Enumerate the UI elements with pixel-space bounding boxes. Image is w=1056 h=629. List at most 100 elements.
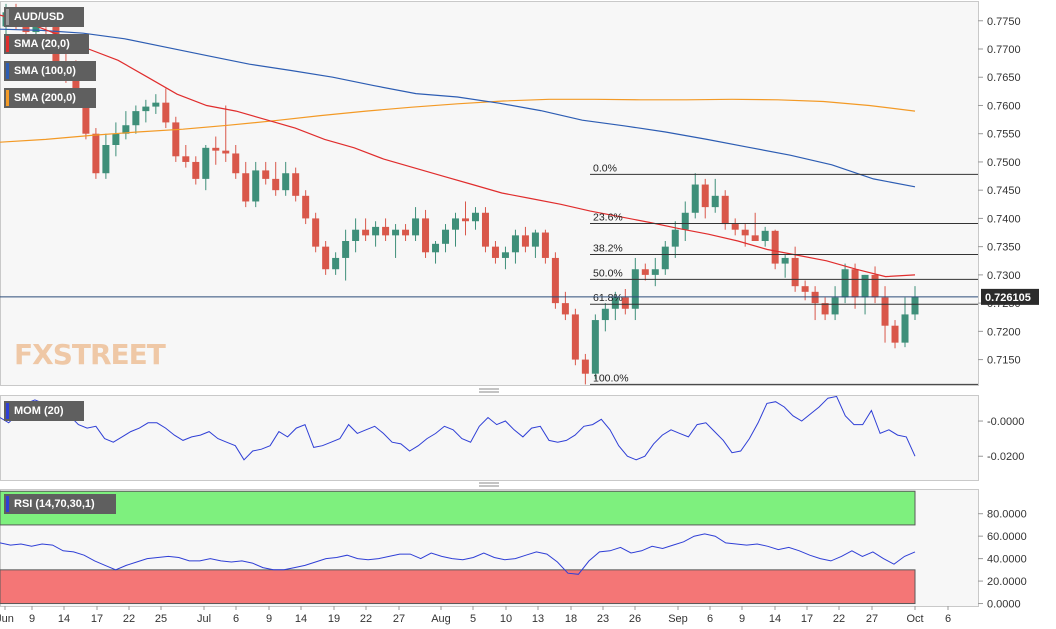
x-tick-label: Sep <box>668 613 688 625</box>
candle-body <box>721 195 729 225</box>
candle-body <box>621 297 629 309</box>
x-tick-label: Jul <box>197 613 211 625</box>
candle-body <box>701 184 709 208</box>
legend-symbol[interactable]: AUD/USD <box>4 7 84 27</box>
x-tick-label: 14 <box>769 613 781 625</box>
x-tick-label: 13 <box>532 613 544 625</box>
candle-body <box>801 286 809 292</box>
sma100-line <box>0 28 916 188</box>
candle-body <box>861 274 869 298</box>
candle-body <box>491 246 499 258</box>
candle-body <box>232 153 240 174</box>
fxstreet-watermark: FXSTREET <box>14 338 166 371</box>
candle-body <box>262 170 270 179</box>
x-tick-label: 22 <box>833 613 845 625</box>
candle-body <box>911 296 919 315</box>
legend-mom-text: MOM (20) <box>14 405 64 417</box>
y-tick-label: -0.0200 <box>987 451 1024 463</box>
y-tick-label: 0.7700 <box>987 44 1021 56</box>
momentum-line <box>0 395 916 461</box>
x-tick-label: 6 <box>945 613 951 625</box>
candle-body <box>282 173 290 191</box>
candle-body <box>671 229 679 247</box>
x-tick-label: 9 <box>29 613 35 625</box>
y-tick-label: 0.7450 <box>987 185 1021 197</box>
x-tick-label: Oct <box>906 613 923 625</box>
rsi-panel: 0.0000 20.0000 40.0000 60.0000 80.0000 <box>0 489 1027 611</box>
x-tick-label: 5 <box>470 613 476 625</box>
y-tick-label: 0.7350 <box>987 242 1021 254</box>
candle-body <box>152 102 160 107</box>
y-tick-label: 20.0000 <box>987 576 1027 588</box>
y-tick-label: 0.7500 <box>987 157 1021 169</box>
candle-body <box>561 303 569 315</box>
symbol-swatch <box>6 9 9 25</box>
candle-body <box>761 230 769 241</box>
sma20-swatch <box>6 36 9 52</box>
y-tick-label: 0.7150 <box>987 355 1021 367</box>
candle-body <box>681 212 689 230</box>
legend-sma20-text: SMA (20,0) <box>14 38 70 50</box>
legend-sma100[interactable]: SMA (100,0) <box>4 61 96 81</box>
candle-body <box>741 229 749 236</box>
candle-body <box>352 229 360 241</box>
y-tick-label: 0.0000 <box>987 599 1021 611</box>
candle-body <box>412 218 420 236</box>
x-tick-label: 14 <box>58 613 70 625</box>
legend-rsi[interactable]: RSI (14,70,30,1) <box>4 494 116 514</box>
candle-body <box>521 235 529 247</box>
candle-body <box>222 150 230 154</box>
candle-body <box>611 297 619 309</box>
candle-body <box>821 303 829 315</box>
candle-body <box>501 252 509 258</box>
candle-body <box>432 243 440 253</box>
rsi-oversold-zone <box>0 569 916 605</box>
candle-body <box>422 218 430 253</box>
sma20-line <box>0 14 916 278</box>
candle-body <box>541 232 549 258</box>
candle-body <box>791 257 799 287</box>
candle-body <box>322 246 330 270</box>
x-tick-label: 9 <box>739 613 745 625</box>
x-tick-label: 27 <box>393 613 405 625</box>
candle-body <box>751 235 759 241</box>
x-tick-label: 17 <box>801 613 813 625</box>
price-panel: 0.71500.72000.72500.73000.73500.74000.74… <box>0 1 1039 386</box>
rsi-overbought-zone <box>0 490 916 526</box>
candle-body <box>92 133 100 174</box>
last-price-value: 0.726105 <box>985 292 1031 304</box>
candle-body <box>72 71 80 100</box>
candle-body <box>302 195 310 219</box>
candle-body <box>811 291 819 304</box>
candle-body <box>851 269 859 298</box>
date-axis: Jun 9 14 17 22 25 Jul 6 9 14 19 22 27 Aug 5 10 13 18 23 26 S… <box>0 388 951 625</box>
candle-body <box>132 111 140 126</box>
candle-body <box>591 320 599 374</box>
candle-body <box>841 269 849 298</box>
candle-body <box>651 269 659 275</box>
candle-body <box>661 246 669 270</box>
legend-sma20[interactable]: SMA (20,0) <box>4 34 89 54</box>
candle-body <box>112 133 120 145</box>
y-tick-label: 0.7200 <box>987 326 1021 338</box>
fib-level-label: 61.8% <box>593 292 623 304</box>
candle-body <box>581 359 589 374</box>
candle-body <box>172 122 180 157</box>
candle-body <box>252 170 260 202</box>
candle-body <box>392 229 400 236</box>
candle-body <box>202 147 210 179</box>
fib-level-label: 50.0% <box>593 267 623 279</box>
legend-sma200[interactable]: SMA (200,0) <box>4 88 96 108</box>
x-tick-label: 27 <box>866 613 878 625</box>
x-tick-label: 25 <box>155 613 167 625</box>
x-tick-label: 22 <box>360 613 372 625</box>
candle-body <box>292 173 300 196</box>
legend-mom[interactable]: MOM (20) <box>4 401 84 421</box>
candle-body <box>511 235 519 253</box>
y-tick-label: 0.7400 <box>987 213 1021 225</box>
fib-level-label: 38.2% <box>593 243 623 255</box>
rsi-swatch <box>6 496 9 512</box>
candle-body <box>102 145 110 174</box>
last-price-tag <box>981 288 1039 305</box>
